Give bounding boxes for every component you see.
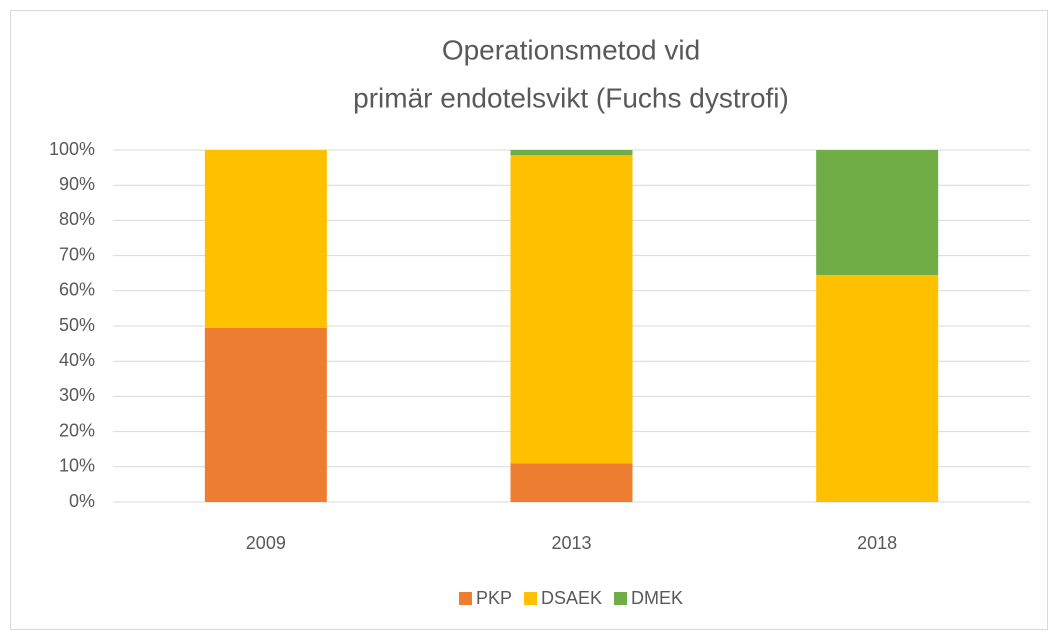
legend-swatch xyxy=(458,592,472,605)
y-tick-label: 10% xyxy=(59,456,95,476)
chart-title: Operationsmetod vid xyxy=(442,34,700,65)
bar-segment xyxy=(204,327,327,502)
y-tick-label: 0% xyxy=(69,491,95,511)
legend-label: DSAEK xyxy=(541,588,602,608)
x-tick-label: 2009 xyxy=(246,533,286,553)
legend-swatch xyxy=(614,592,628,605)
y-tick-label: 20% xyxy=(59,420,95,440)
y-tick-label: 90% xyxy=(59,174,95,194)
y-tick-label: 70% xyxy=(59,244,95,264)
y-tick-label: 100% xyxy=(49,139,95,159)
x-tick-label: 2013 xyxy=(551,533,591,553)
x-tick-label: 2018 xyxy=(857,533,897,553)
y-tick-label: 60% xyxy=(59,280,95,300)
bar-segment xyxy=(816,150,939,275)
legend-label: PKP xyxy=(476,588,512,608)
bar-segment xyxy=(510,463,633,502)
bar-segment xyxy=(204,150,327,328)
bar-segment xyxy=(816,274,939,502)
y-tick-label: 40% xyxy=(59,350,95,370)
y-tick-label: 50% xyxy=(59,315,95,335)
legend-swatch xyxy=(523,592,537,605)
bar-segment xyxy=(510,155,633,464)
y-tick-label: 80% xyxy=(59,209,95,229)
y-tick-label: 30% xyxy=(59,385,95,405)
chart-title: primär endotelsvikt (Fuchs dystrofi) xyxy=(353,82,789,113)
legend-label: DMEK xyxy=(631,588,683,608)
bar-segment xyxy=(510,150,633,156)
